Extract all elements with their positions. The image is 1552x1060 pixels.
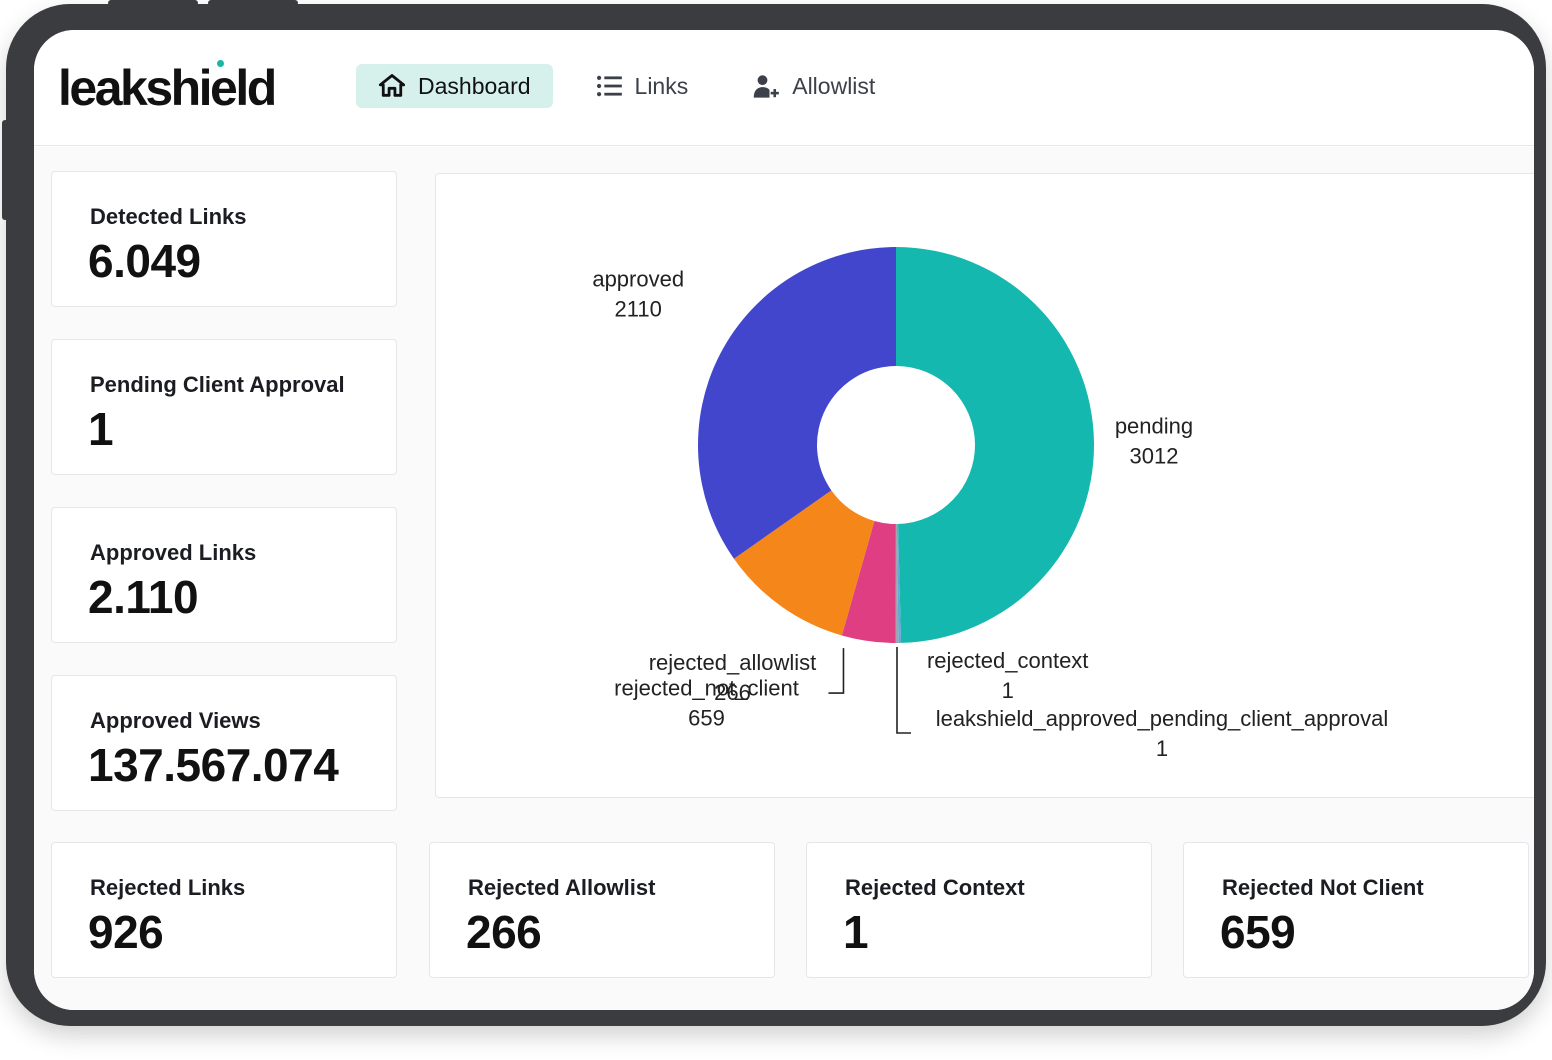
stat-value: 266: [466, 906, 542, 958]
slice-rejected-not-client[interactable]: [733, 490, 875, 636]
stat-label: Pending Client Approval: [90, 372, 345, 397]
slice-label-rejected-not-client: rejected_not_client: [614, 675, 799, 700]
stat-value: 137.567.074: [88, 739, 339, 791]
slice-pending[interactable]: [896, 247, 1095, 643]
logo-dot: [217, 60, 224, 67]
stat-card-approved-links: Approved Links 2.110: [51, 507, 397, 643]
stat-label: Approved Links: [90, 540, 257, 565]
slice-value-rejected-not-client: 659: [688, 705, 725, 730]
leader-line-leakshield-approved-pending-client-approval: [896, 646, 911, 734]
stat-label: Detected Links: [90, 204, 247, 229]
stat-label: Rejected Context: [845, 875, 1025, 900]
nav-dashboard-label: Dashboard: [418, 72, 531, 99]
leader-line-rejected-allowlist: [828, 648, 845, 694]
device-side-button: [2, 120, 8, 220]
list-icon: [596, 75, 622, 97]
stat-card-approved-views: Approved Views 137.567.074: [51, 675, 397, 811]
status-donut-chart-card: pending 3012 rejected_context 1 leakshield_a…: [435, 173, 1534, 798]
nav-links[interactable]: Links: [573, 64, 711, 108]
stat-card-rejected-links: Rejected Links 926: [51, 842, 397, 978]
slice-label-approved: approved: [592, 266, 684, 291]
stat-value: 6.049: [88, 235, 201, 287]
home-icon: [378, 74, 406, 97]
slice-value-rejected-allowlist: 266: [714, 680, 751, 705]
nav-allowlist[interactable]: Allowlist: [730, 64, 897, 108]
slice-approved[interactable]: [698, 247, 896, 559]
slice-rejected-context[interactable]: [896, 523, 902, 643]
stat-card-pending-client-approval: Pending Client Approval 1: [51, 339, 397, 475]
slice-label-rejected-allowlist: rejected_allowlist: [649, 650, 817, 675]
nav-allowlist-label: Allowlist: [792, 72, 876, 99]
stat-card-detected-links: Detected Links 6.049: [51, 171, 397, 307]
slice-leakshield-approved-pending-client-approval[interactable]: [895, 523, 899, 643]
main-nav: Dashboard Links: [356, 64, 897, 108]
slice-value-approved: 2110: [615, 296, 662, 321]
slice-value-rejected-context: 1: [1002, 678, 1014, 703]
device-top-button: [108, 0, 198, 6]
slice-value-pending: 3012: [1130, 444, 1179, 469]
nav-links-label: Links: [634, 72, 689, 99]
stat-value: 1: [88, 403, 114, 455]
stat-value: 926: [88, 906, 164, 958]
slice-label-pending: pending: [1115, 414, 1193, 439]
stat-value: 659: [1220, 906, 1296, 958]
status-donut-chart: pending 3012 rejected_context 1 leakshield_a…: [592, 247, 1389, 761]
dashboard-content: Detected Links 6.049 Pending Client Appr…: [34, 147, 1534, 1010]
slice-rejected-allowlist[interactable]: [841, 520, 896, 643]
stat-label: Rejected Allowlist: [468, 875, 656, 900]
stat-value: 1: [843, 906, 869, 958]
device-top-button-2: [208, 0, 298, 6]
stat-card-rejected-not-client: Rejected Not Client 659: [1183, 842, 1529, 978]
stat-card-rejected-allowlist: Rejected Allowlist 266: [429, 842, 775, 978]
add-user-icon: [753, 75, 780, 98]
stat-label: Rejected Not Client: [1222, 875, 1424, 900]
stat-card-rejected-context: Rejected Context 1: [806, 842, 1152, 978]
slice-label-leakshield-approved-pending-client-approval: leakshield_approved_pending_client_appro…: [936, 706, 1389, 731]
logo: leakshield: [58, 60, 277, 116]
stat-label: Approved Views: [90, 708, 261, 733]
app-screen: leakshield Dashboard Links: [34, 30, 1534, 1010]
stat-value: 2.110: [88, 571, 199, 623]
stat-label: Rejected Links: [90, 875, 246, 900]
nav-dashboard[interactable]: Dashboard: [356, 64, 553, 108]
top-header: leakshield Dashboard Links: [34, 30, 1534, 146]
slice-value-leakshield-approved-pending-client-approval: 1: [1156, 736, 1168, 761]
slice-label-rejected-context: rejected_context: [927, 648, 1088, 673]
